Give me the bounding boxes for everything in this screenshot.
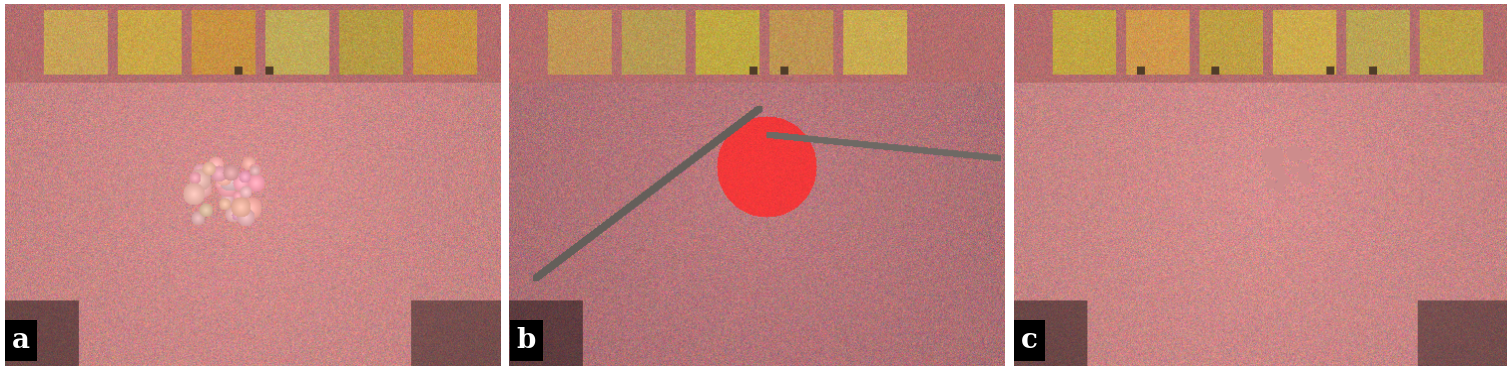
Text: a: a: [12, 327, 30, 354]
Text: c: c: [1021, 327, 1038, 354]
Text: b: b: [517, 327, 536, 354]
